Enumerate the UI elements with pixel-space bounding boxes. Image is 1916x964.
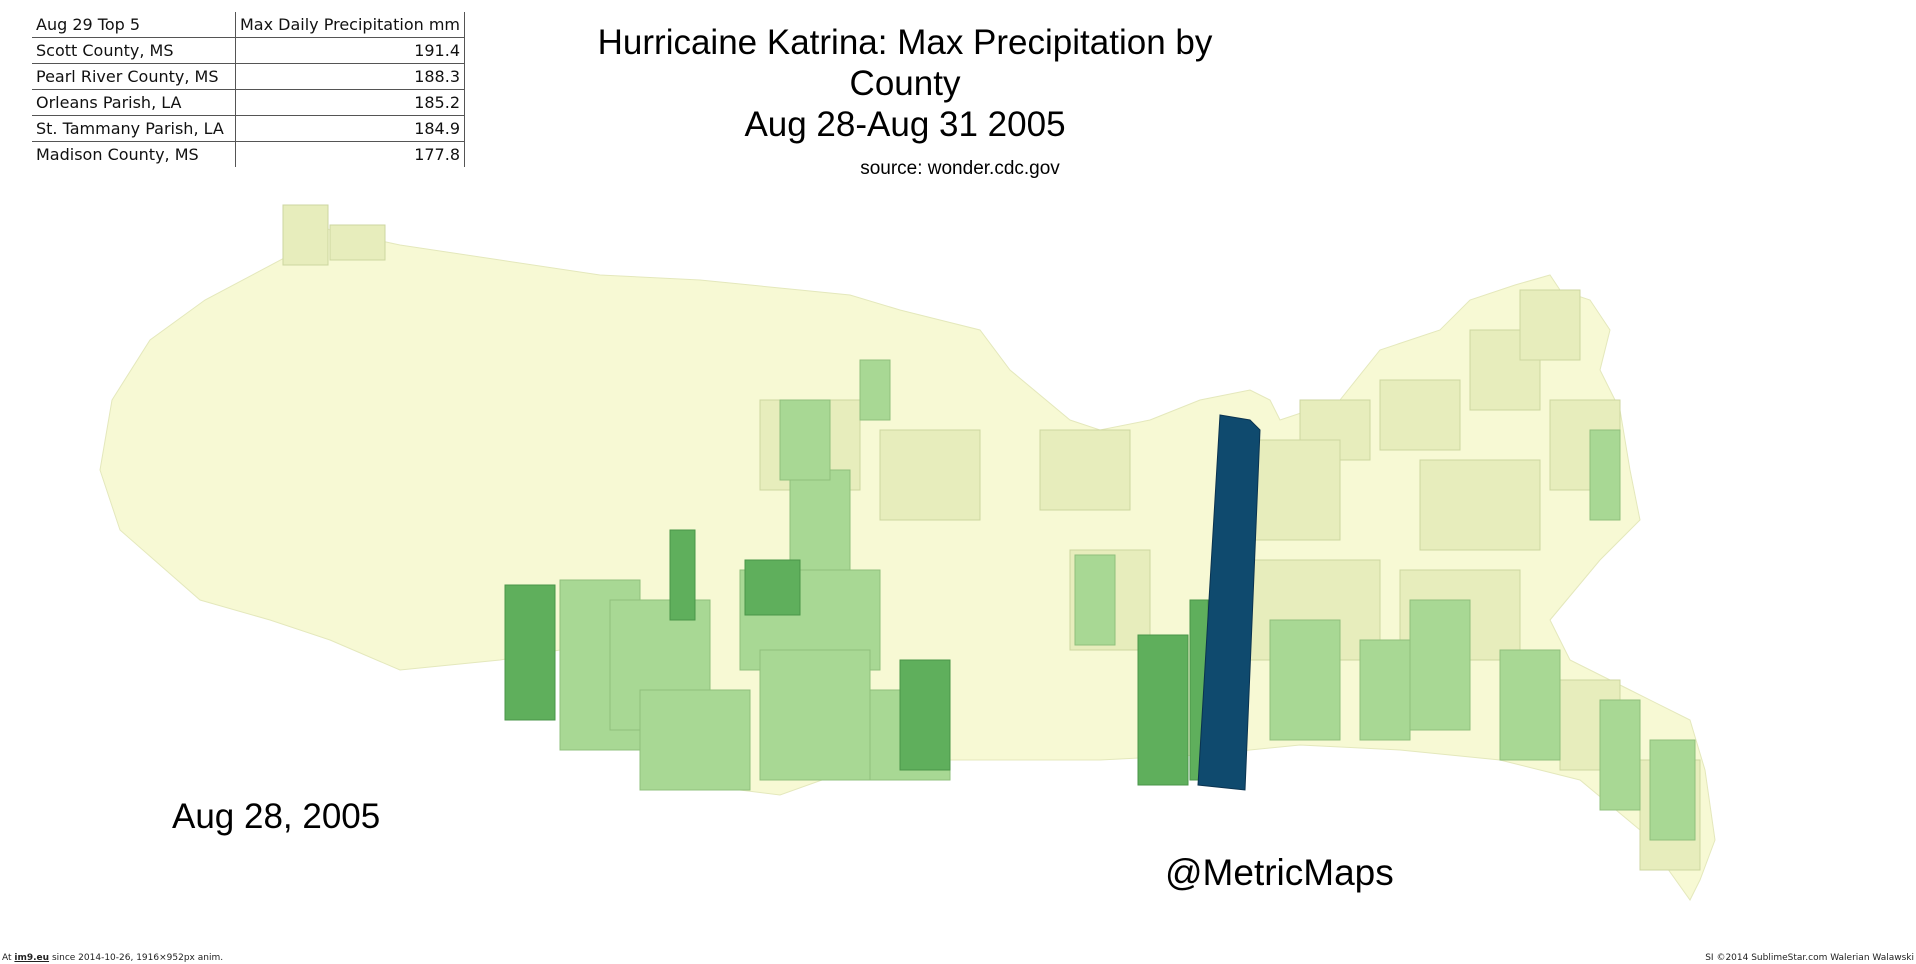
footer-copyright: SI ©2014 SublimeStar.com Walerian Walaws… bbox=[1705, 953, 1914, 963]
table-row: Madison County, MS 177.8 bbox=[32, 141, 465, 167]
footer-prefix: At bbox=[2, 953, 12, 963]
author-handle: @MetricMaps bbox=[1165, 852, 1394, 893]
header-precip: Max Daily Precipitation mm bbox=[235, 12, 465, 38]
county-name: Scott County, MS bbox=[32, 37, 236, 64]
footer-suffix: since 2014-10-26, 1916×952px anim. bbox=[51, 953, 224, 963]
county-name: Madison County, MS bbox=[32, 141, 236, 167]
precip-value: 185.2 bbox=[235, 89, 465, 116]
county-name: Pearl River County, MS bbox=[32, 63, 236, 90]
high-precip-blocks bbox=[504, 529, 1209, 786]
source-label: source: wonder.cdc.gov bbox=[860, 158, 1060, 179]
title-line-2: Aug 28-Aug 31 2005 bbox=[744, 105, 1066, 144]
footer-site-link[interactable]: im9.eu bbox=[14, 953, 50, 963]
precip-value: 188.3 bbox=[235, 63, 465, 90]
header-county: Aug 29 Top 5 bbox=[32, 12, 236, 38]
precip-value: 177.8 bbox=[235, 141, 465, 167]
footer-credit: At im9.eu since 2014-10-26, 1916×952px a… bbox=[2, 953, 223, 963]
table-row: Pearl River County, MS 188.3 bbox=[32, 63, 465, 90]
table-row: Scott County, MS 191.4 bbox=[32, 37, 465, 64]
map-title: Hurricaine Katrina: Max Precipitation by… bbox=[540, 22, 1270, 145]
title-line-1: Hurricaine Katrina: Max Precipitation by… bbox=[597, 23, 1213, 103]
county-name: St. Tammany Parish, LA bbox=[32, 115, 236, 142]
county-name: Orleans Parish, LA bbox=[32, 89, 236, 116]
date-label: Aug 28, 2005 bbox=[172, 797, 381, 836]
precip-value: 191.4 bbox=[235, 37, 465, 64]
table-header-row: Aug 29 Top 5 Max Daily Precipitation mm bbox=[32, 12, 465, 38]
table-row: St. Tammany Parish, LA 184.9 bbox=[32, 115, 465, 142]
max-precip-column bbox=[1197, 414, 1261, 791]
precipitation-columns bbox=[282, 204, 1701, 871]
top5-table: Aug 29 Top 5 Max Daily Precipitation mm … bbox=[32, 12, 465, 167]
precip-value: 184.9 bbox=[235, 115, 465, 142]
table-row: Orleans Parish, LA 185.2 bbox=[32, 89, 465, 116]
